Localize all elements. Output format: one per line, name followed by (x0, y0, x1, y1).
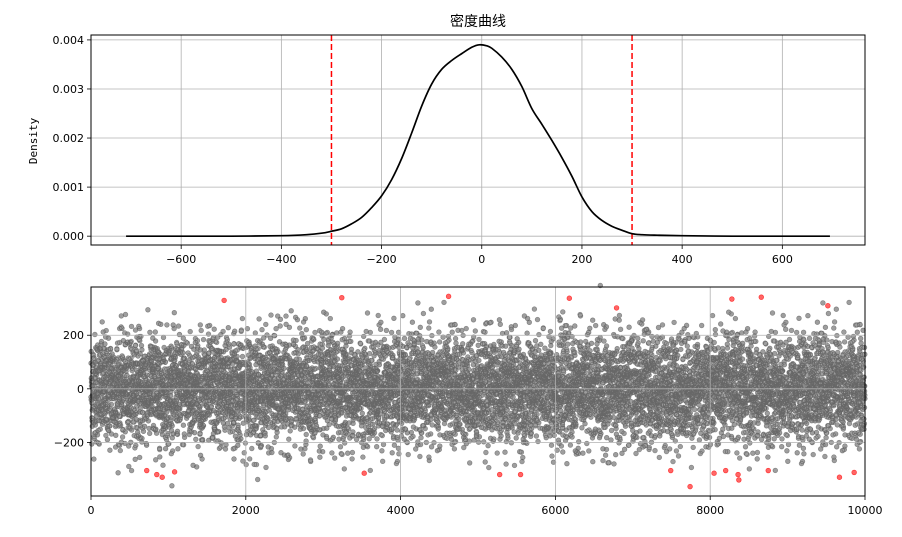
outlier-point (221, 297, 227, 304)
outlier-point (722, 467, 729, 474)
scatter-x-tick-label: 0 (88, 504, 95, 517)
density-y-tick-label: 0.004 (53, 34, 85, 47)
outlier-point (159, 474, 165, 480)
scatter-axes-frame (90, 286, 866, 497)
density-axes-frame (90, 34, 866, 246)
density-plot: −600 −400 −200 0 200 400 600 0.000 0.001 0.002 0.0… (53, 34, 866, 266)
outlier-point (517, 471, 524, 478)
scatter-y-tick-label: −200 (54, 436, 84, 449)
scatter-x-tick-label: 4000 (387, 504, 415, 517)
density-x-tick-label: 0 (478, 253, 485, 266)
scatter-x-tick-label: 6000 (541, 504, 569, 517)
outlier-point (735, 471, 741, 478)
outlier-point (496, 471, 503, 478)
outlier-point (361, 470, 367, 476)
scatter-ticks: 0 2000 4000 6000 8000 10000 −200 0 200 (54, 329, 883, 517)
scatter-points (88, 282, 868, 489)
outlier-point (339, 295, 345, 301)
outlier-point (758, 294, 764, 300)
density-x-tick-label: 400 (672, 253, 693, 266)
scatter-x-tick-label: 2000 (232, 504, 260, 517)
density-x-tick-label: 200 (571, 253, 592, 266)
outlier-point (711, 470, 717, 476)
outlier-point (836, 474, 843, 480)
density-x-tick-label: 600 (772, 253, 793, 266)
outlier-point (687, 483, 693, 490)
outlier-point (736, 477, 742, 483)
density-y-tick-label: 0.001 (53, 181, 85, 194)
outlier-point (825, 303, 831, 309)
density-chart-title: 密度曲线 (450, 13, 506, 30)
outlier-point (765, 467, 771, 474)
outlier-point (445, 293, 452, 300)
outlier-point (729, 296, 735, 302)
outlier-point (154, 471, 160, 478)
density-y-tick-label: 0.003 (53, 83, 85, 96)
scatter-normal-points (88, 282, 868, 489)
scatter-y-tick-label: 0 (77, 383, 84, 396)
density-y-axis-label: Density (27, 117, 40, 164)
density-thresholds (330, 35, 633, 245)
density-ticks: −600 −400 −200 0 200 400 600 0.000 0.001 0.002 0.0… (53, 34, 793, 266)
outlier-point (668, 467, 674, 474)
density-x-tick-label: −200 (366, 253, 396, 266)
outlier-point (171, 469, 178, 475)
outlier-point (144, 467, 150, 474)
scatter-outlier-points (144, 293, 857, 490)
density-y-tick-label: 0.000 (53, 230, 85, 243)
outlier-point (851, 469, 857, 476)
density-x-tick-label: −600 (166, 253, 196, 266)
scatter-plot: 0 2000 4000 6000 8000 10000 −200 0 200 (54, 282, 883, 517)
scatter-x-tick-label: 8000 (696, 504, 724, 517)
density-x-tick-label: −400 (266, 253, 296, 266)
scatter-y-tick-label: 200 (63, 329, 84, 342)
outlier-point (566, 295, 573, 301)
density-grid (91, 35, 865, 245)
density-y-tick-label: 0.002 (53, 132, 85, 145)
scatter-x-tick-label: 10000 (848, 504, 883, 517)
outlier-point (613, 305, 620, 311)
density-curve-line (126, 43, 830, 238)
